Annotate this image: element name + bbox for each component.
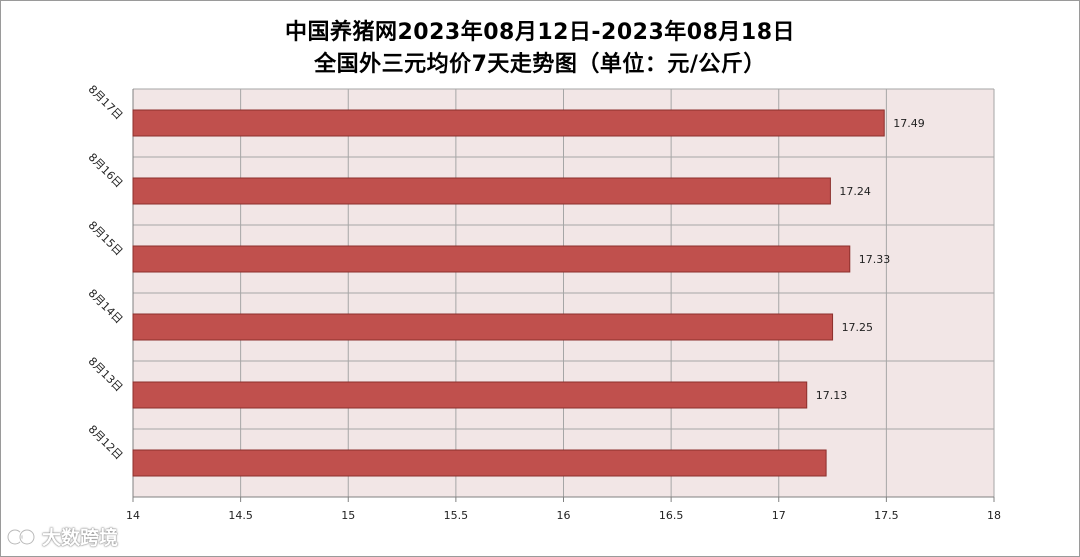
x-tick-label: 14: [126, 509, 140, 522]
x-tick-label: 16.5: [659, 509, 684, 522]
chart-subtitle: 全国外三元均价7天走势图（单位：元/公斤）: [314, 52, 766, 77]
watermark-text: 大数跨境: [42, 527, 119, 549]
bar: [132, 381, 808, 409]
data-label: 17.33: [859, 253, 891, 266]
data-label: 17.49: [893, 117, 925, 130]
data-label: 17.13: [816, 389, 848, 402]
x-tick-label: 18: [987, 509, 1001, 522]
chart-title: 中国养猪网2023年08月12日-2023年08月18日: [284, 20, 796, 45]
category-label: 8月15日: [86, 219, 126, 259]
x-tick-label: 14.5: [228, 509, 253, 522]
bar: [132, 109, 885, 137]
watermark: 大数跨境: [6, 523, 118, 550]
logo-icon: [6, 528, 36, 545]
bar: [132, 313, 834, 341]
category-label: 8月16日: [86, 151, 126, 191]
category-label: 8月17日: [86, 83, 126, 123]
x-tick-label: 17.5: [874, 509, 899, 522]
data-label: 17.24: [839, 185, 871, 198]
bar: [132, 177, 831, 205]
x-tick-label: 16: [557, 509, 571, 522]
x-tick-label: 17: [772, 509, 786, 522]
x-tick-label: 15.5: [444, 509, 469, 522]
category-label: 8月14日: [86, 287, 126, 327]
data-label: 17.25: [842, 321, 874, 334]
category-label: 8月12日: [86, 423, 126, 463]
bar: [132, 245, 851, 273]
bar: [132, 449, 827, 477]
category-label: 8月13日: [86, 355, 126, 395]
x-tick-label: 15: [341, 509, 355, 522]
